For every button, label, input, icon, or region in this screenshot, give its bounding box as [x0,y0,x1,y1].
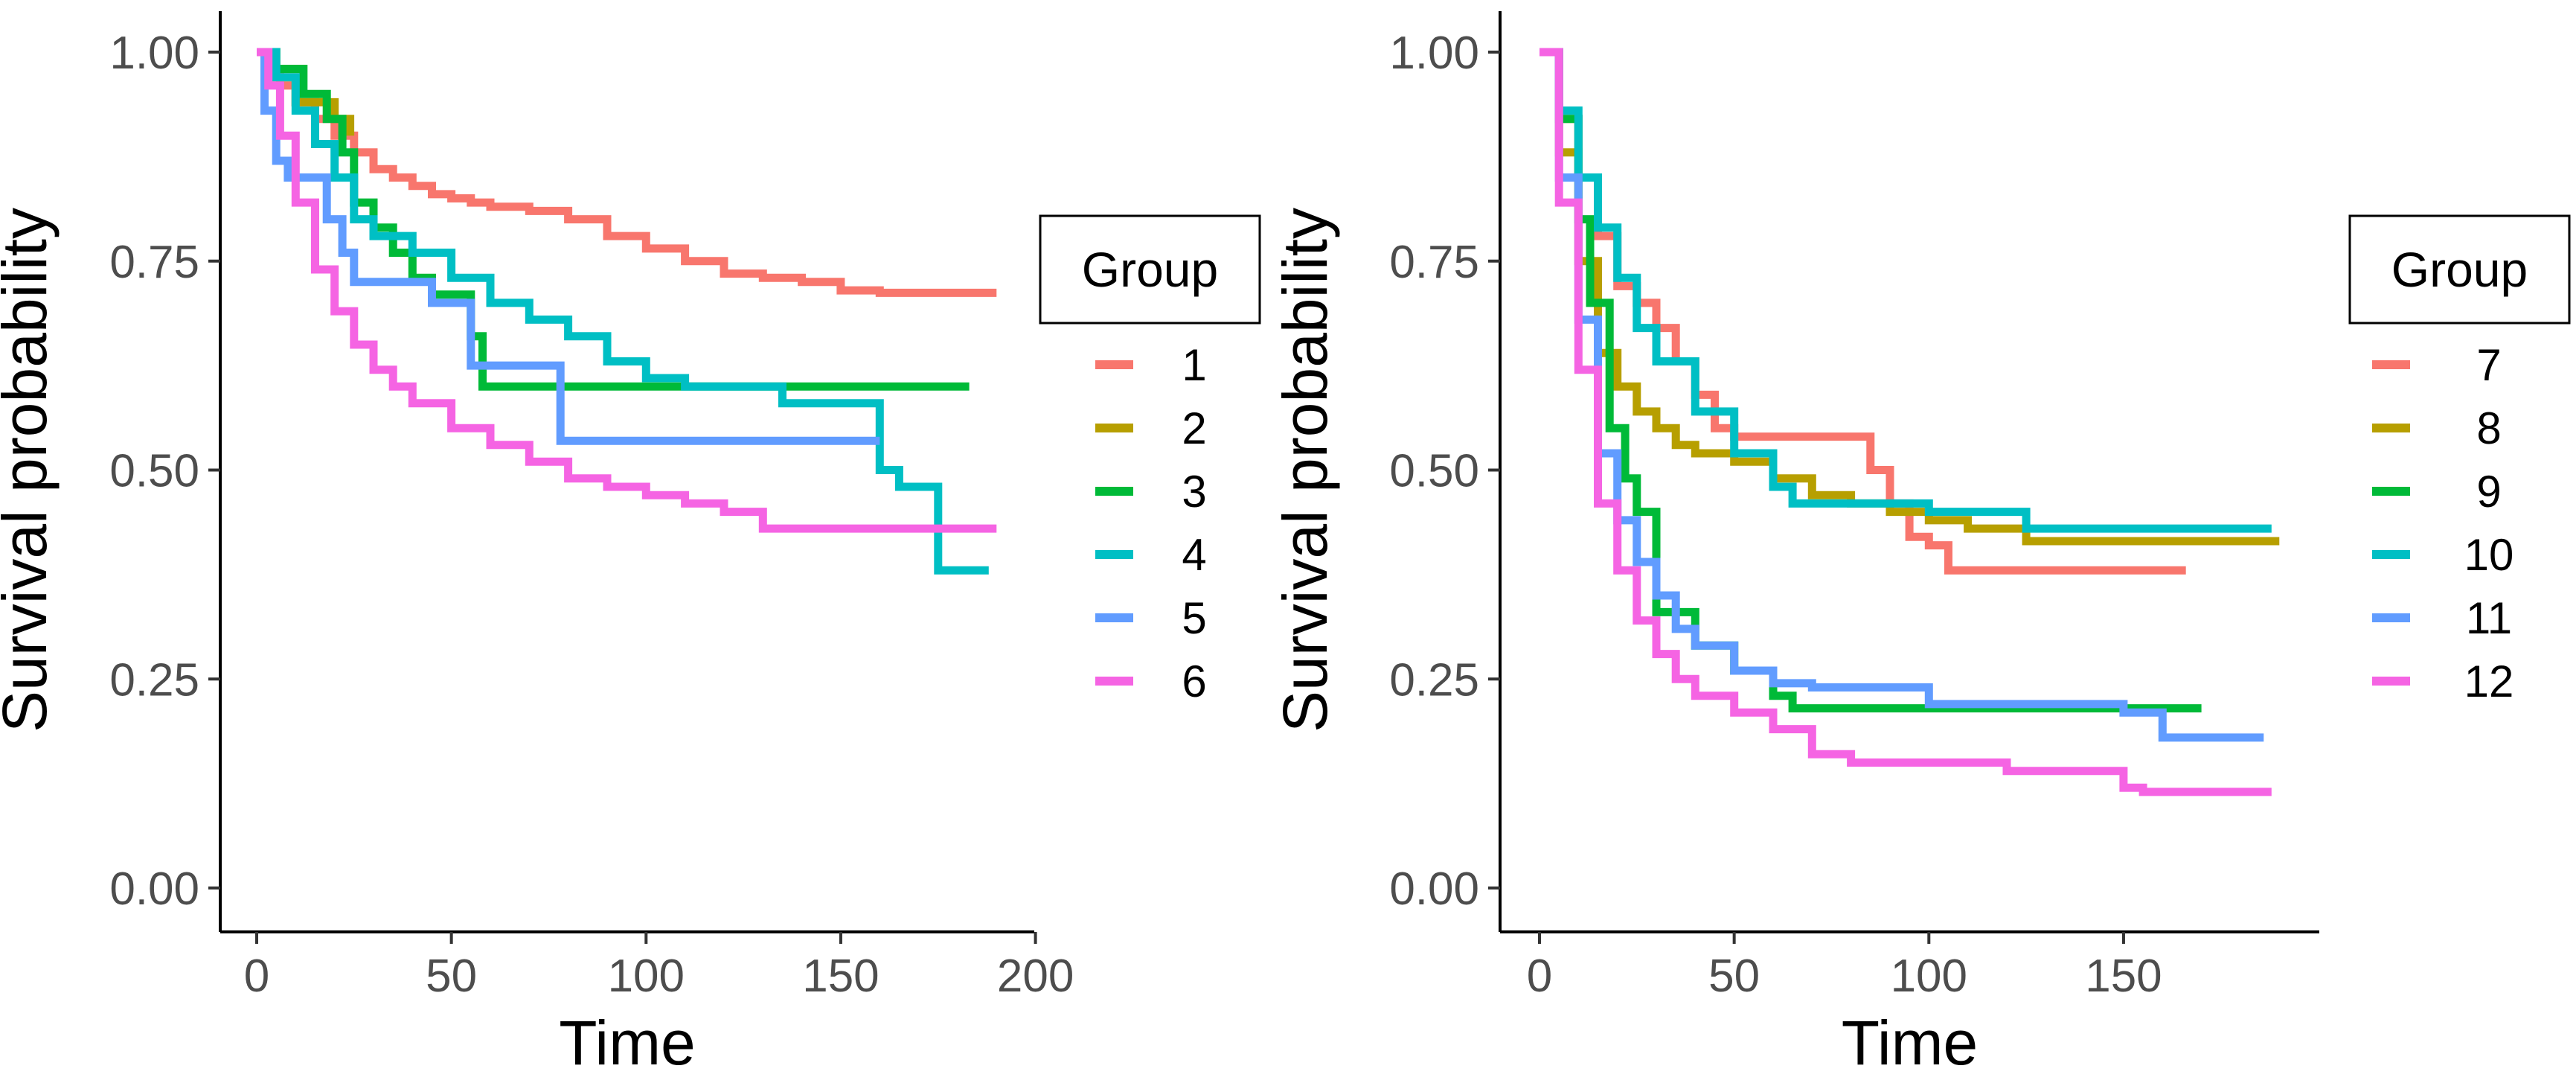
y-tick-label: 1.00 [109,28,199,79]
legend-item-label: 8 [2476,403,2501,453]
survival-curve-group-1 [257,48,997,297]
x-axis-title: Time [559,1008,696,1078]
x-tick-label: 150 [2085,951,2162,1002]
panel-1: 0.00 0.25 0.50 0.75 1.00 0 50 100 150 200 Time Surv… [0,11,1261,1078]
legend-title: Group [1082,242,1218,297]
survival-curve-group-11 [1539,48,2264,742]
x-tick-label: 0 [1527,951,1552,1002]
x-axis-title: Time [1842,1008,1979,1078]
legend-item-label: 9 [2476,467,2501,517]
survival-curve-group-8 [1539,48,2280,546]
panel-2: 0.00 0.25 0.50 0.75 1.00 0 50 100 150 Time Surviva… [1270,11,2571,1078]
y-tick-label: 0.00 [109,863,199,915]
legend-item-label: 3 [1182,467,1206,517]
x-tick-label: 200 [997,951,1074,1002]
x-tick-label: 100 [1891,951,1967,1002]
y-tick-label: 0.25 [1389,654,1479,706]
legend: Group 1 2 3 4 5 6 [1039,214,1261,721]
legend: Group 7 8 9 10 11 12 [2348,214,2571,721]
legend-item-label: 11 [2466,593,2512,643]
legend-keys-background [1086,325,1239,721]
y-tick-label: 0.50 [109,446,199,497]
survival-curve-group-7 [1539,48,2186,575]
legend-item-label: 12 [2464,657,2514,706]
survival-curve-group-10 [1539,48,2272,533]
y-tick-label: 1.00 [1389,28,1479,79]
legend-title-box [1039,214,1261,325]
legend-item-label: 10 [2464,530,2514,580]
y-tick-label: 0.75 [1389,237,1479,288]
legend-item-label: 5 [1182,593,1206,643]
survival-curve-group-12 [1539,48,2272,796]
legend-item-label: 2 [1182,403,1206,453]
y-axis-title: Survival probability [1270,208,1340,732]
survival-curve-group-4 [257,48,989,575]
legend-item-label: 7 [2476,340,2501,390]
survival-curve-group-6 [257,48,997,533]
legend-keys-background [2363,325,2545,721]
legend-item-label: 6 [1182,657,1206,706]
legend-title: Group [2391,242,2528,297]
x-tick-label: 0 [244,951,269,1002]
y-tick-label: 0.00 [1389,863,1479,915]
legend-item-label: 1 [1182,340,1206,390]
x-tick-label: 100 [608,951,685,1002]
y-tick-label: 0.75 [109,237,199,288]
survival-curve-group-5 [257,48,880,445]
y-tick-label: 0.50 [1389,446,1479,497]
legend-title-box [2348,214,2571,325]
legend-item-label: 4 [1182,530,1206,580]
x-tick-label: 50 [426,951,477,1002]
survival-curve-group-3 [257,48,970,391]
x-tick-label: 50 [1708,951,1760,1002]
y-axis-title: Survival probability [0,208,60,732]
y-tick-label: 0.25 [109,654,199,706]
x-tick-label: 150 [802,951,879,1002]
